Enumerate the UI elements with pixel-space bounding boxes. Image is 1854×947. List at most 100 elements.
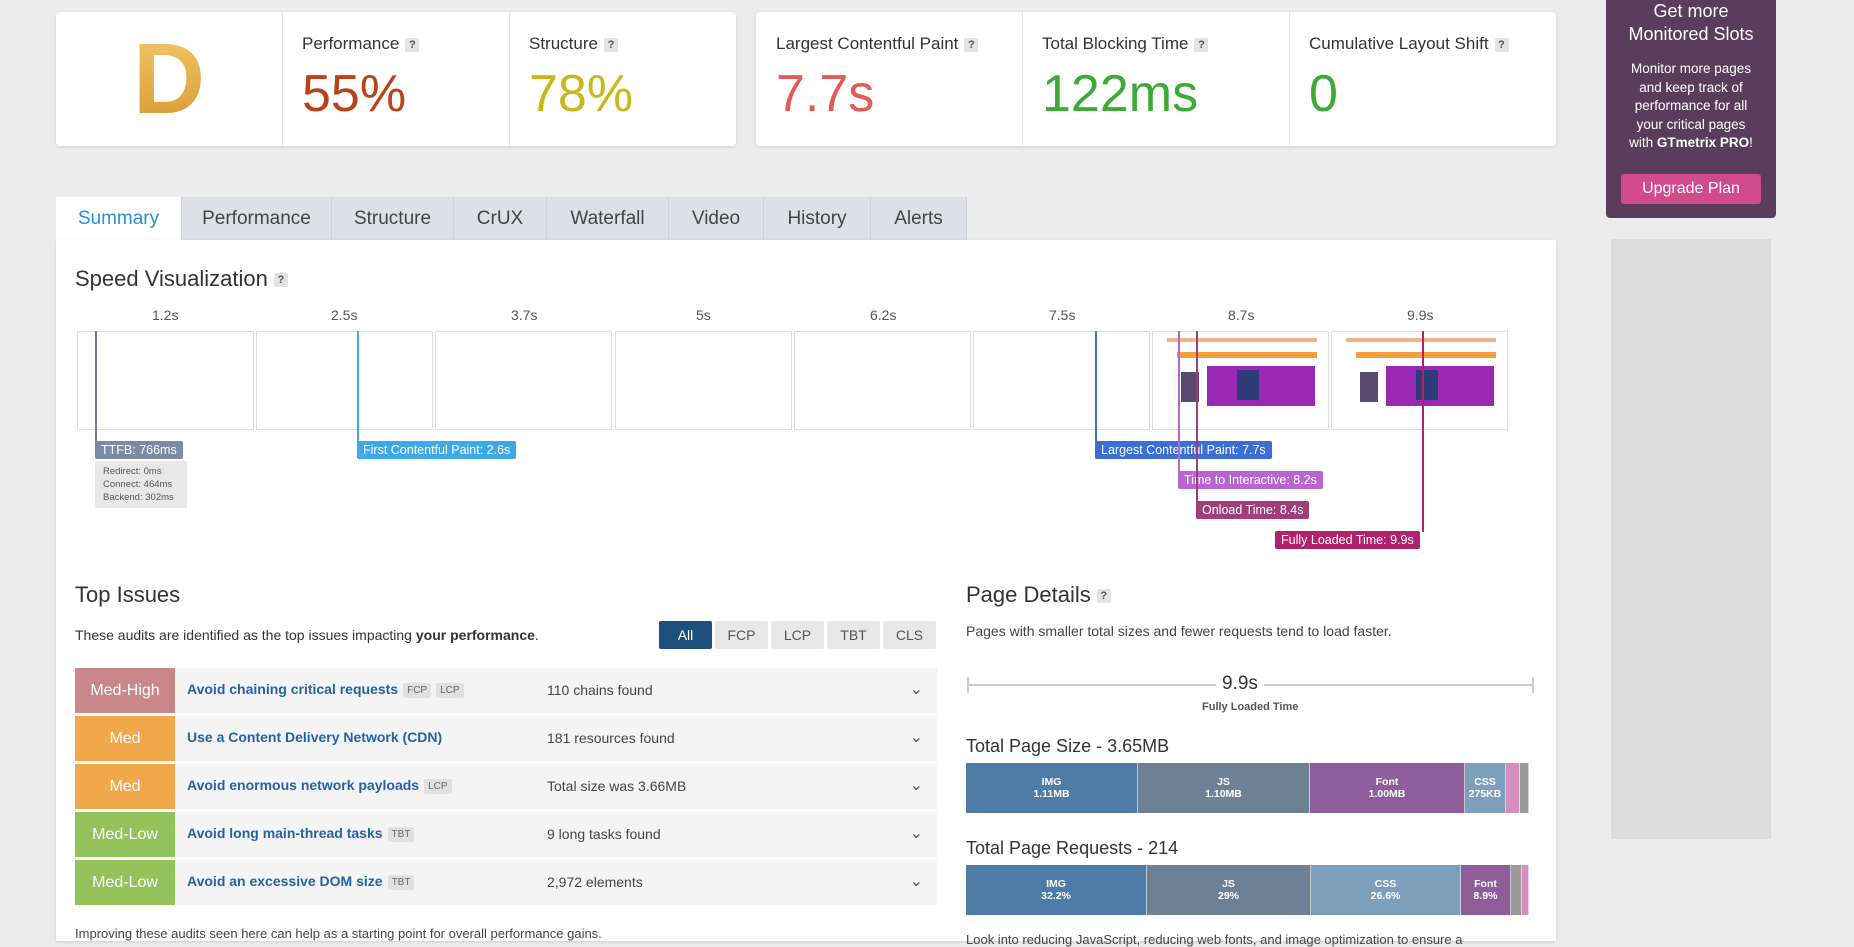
help-icon[interactable]: ?: [603, 37, 618, 52]
filter-fcp[interactable]: FCP: [715, 621, 768, 649]
cls-value: 0: [1309, 65, 1338, 123]
filmstrip-frame-loaded: [1331, 331, 1508, 430]
request-segment-img: IMG 32.2%: [966, 865, 1147, 915]
structure-score: Structure? 78%: [509, 12, 736, 146]
metric-tag: LCP: [436, 682, 464, 698]
filmstrip-frame: [794, 331, 971, 430]
tab-structure[interactable]: Structure: [332, 197, 454, 240]
tab-history[interactable]: History: [764, 197, 871, 240]
segment-value: 8.9%: [1473, 890, 1498, 902]
size-segment-css: CSS 275KB: [1465, 763, 1506, 813]
timeline-tick: 9.9s: [1407, 307, 1434, 323]
filmstrip-frame: [435, 331, 612, 430]
page-details-title: Page Details: [966, 582, 1091, 607]
issue-row[interactable]: Med-Low Avoid an excessive DOM size TBT 2…: [75, 860, 937, 905]
grade-letter: D: [132, 22, 206, 135]
help-icon[interactable]: ?: [405, 37, 420, 52]
filter-lcp[interactable]: LCP: [771, 621, 824, 649]
top-issues-desc-end: .: [534, 627, 539, 643]
segment-value: 275KB: [1468, 788, 1502, 800]
filter-all[interactable]: All: [659, 621, 712, 649]
lcp-label: Largest Contentful Paint: [776, 34, 959, 53]
timeline-tick: 1.2s: [152, 307, 179, 323]
help-icon[interactable]: ?: [1494, 37, 1509, 52]
page-size-title: Total Page Size - 3.65MB: [966, 736, 1170, 756]
chevron-down-icon[interactable]: ⌄: [909, 729, 923, 746]
issue-title[interactable]: Avoid long main-thread tasks: [187, 825, 383, 841]
ttfb-redirect: Redirect: 0ms: [103, 466, 162, 477]
ttfb-breakdown: Redirect: 0ms Connect: 464ms Backend: 30…: [95, 461, 187, 508]
chevron-down-icon[interactable]: ⌄: [909, 777, 923, 794]
top-issues-desc-bold: your performance: [415, 627, 535, 643]
ttfb-backend: Backend: 302ms: [103, 492, 174, 503]
help-icon[interactable]: ?: [1096, 589, 1111, 604]
upgrade-plan-button[interactable]: Upgrade Plan: [1621, 174, 1761, 204]
help-icon[interactable]: ?: [964, 37, 979, 52]
lcp-marker-label: Largest Contentful Paint: 7.7s: [1095, 441, 1272, 459]
issue-title[interactable]: Avoid an excessive DOM size: [187, 873, 383, 889]
help-icon[interactable]: ?: [1194, 37, 1209, 52]
tbt-value: 122ms: [1042, 65, 1199, 123]
timeline-tick: 7.5s: [1049, 307, 1076, 323]
tab-summary[interactable]: Summary: [56, 197, 182, 240]
top-issues-footer: Improving these audits seen here can hel…: [75, 926, 602, 941]
fully-loaded-marker-line: [1422, 331, 1424, 532]
metric-tag: TBT: [387, 826, 415, 842]
size-segment-other: [1506, 763, 1520, 813]
onload-marker-label: Onload Time: 8.4s: [1196, 501, 1310, 519]
issue-row[interactable]: Med-Low Avoid long main-thread tasks TBT …: [75, 812, 937, 857]
tab-crux[interactable]: CrUX: [454, 197, 547, 240]
segment-name: IMG: [1046, 878, 1066, 890]
tab-performance[interactable]: Performance: [182, 197, 332, 240]
issue-row[interactable]: Med Use a Content Delivery Network (CDN)…: [75, 716, 937, 761]
metric-tag: FCP: [403, 682, 432, 698]
timeline-tick: 2.5s: [331, 307, 358, 323]
issue-row[interactable]: Med-High Avoid chaining critical request…: [75, 668, 937, 713]
performance-score: Performance? 55%: [282, 12, 510, 146]
ttfb-marker-line: [95, 331, 97, 442]
page-details-footer: Look into reducing JavaScript, reducing …: [966, 932, 1463, 947]
issue-title[interactable]: Avoid chaining critical requests: [187, 681, 399, 697]
promo-body-line: with: [1629, 135, 1657, 150]
cls-label: Cumulative Layout Shift: [1309, 34, 1489, 53]
severity-badge: Med: [75, 716, 175, 761]
structure-label: Structure: [529, 34, 598, 53]
filter-tbt[interactable]: TBT: [827, 621, 880, 649]
metric-tag: TBT: [387, 874, 415, 890]
performance-value: 55%: [302, 65, 407, 123]
filmstrip-frame: [615, 331, 792, 430]
chevron-down-icon[interactable]: ⌄: [909, 825, 923, 842]
issue-row[interactable]: Med Avoid enormous network payloads LCP T…: [75, 764, 937, 809]
chevron-down-icon[interactable]: ⌄: [909, 873, 923, 890]
severity-badge: Med-Low: [75, 812, 175, 857]
top-issues-title: Top Issues: [75, 582, 181, 607]
gtmetrix-grade-card: D Performance? 55% Structure? 78%: [56, 12, 736, 146]
page-thumbnail: [1336, 336, 1503, 426]
filter-cls[interactable]: CLS: [883, 621, 936, 649]
scale-cap-right: [1532, 677, 1534, 693]
page-thumbnail: [1157, 336, 1324, 426]
promo-body-line: Monitor more pages: [1630, 61, 1752, 76]
upgrade-promo-card: Get more Monitored Slots Monitor more pa…: [1606, 0, 1776, 218]
segment-value: 29%: [1217, 890, 1239, 902]
segment-name: JS: [1217, 776, 1230, 788]
issue-title[interactable]: Avoid enormous network payloads: [187, 777, 420, 793]
fcp-marker-line: [357, 331, 359, 442]
timeline-tick: 3.7s: [511, 307, 538, 323]
timeline-tick: 6.2s: [870, 307, 897, 323]
chevron-down-icon[interactable]: ⌄: [909, 681, 923, 698]
tab-alerts[interactable]: Alerts: [871, 197, 967, 240]
tti-marker-label: Time to Interactive: 8.2s: [1178, 471, 1323, 489]
help-icon[interactable]: ?: [273, 273, 288, 288]
speed-visualization-title: Speed Visualization: [75, 266, 268, 291]
fully-loaded-value: 9.9s: [1216, 673, 1264, 695]
ttfb-connect: Connect: 464ms: [103, 479, 173, 490]
tab-waterfall[interactable]: Waterfall: [547, 197, 669, 240]
promo-body-line: !: [1749, 135, 1753, 150]
tab-video[interactable]: Video: [669, 197, 764, 240]
issue-title[interactable]: Use a Content Delivery Network (CDN): [187, 729, 443, 745]
web-vitals-card: Largest Contentful Paint? 7.7s Total Blo…: [756, 12, 1556, 146]
issue-value: 9 long tasks found: [547, 826, 661, 842]
request-segment-other: [1522, 865, 1529, 915]
issue-value: Total size was 3.66MB: [547, 778, 687, 794]
